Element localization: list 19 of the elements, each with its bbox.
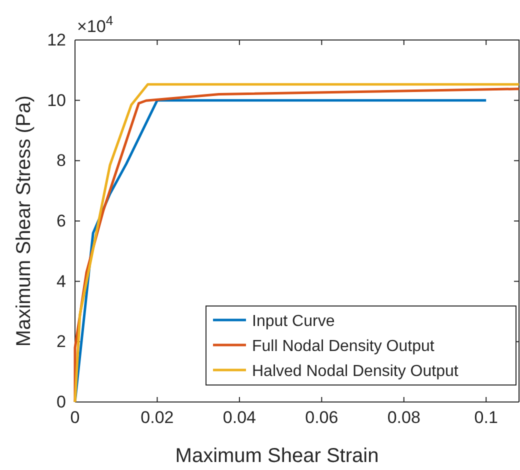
legend-label: Input Curve xyxy=(252,313,335,330)
y-tick-label: 6 xyxy=(56,211,66,230)
y-axis-title: Maximum Shear Stress (Pa) xyxy=(13,95,35,347)
text: ×10$^{4}$ xyxy=(77,12,114,36)
x-tick-label: 0.02 xyxy=(140,408,174,428)
x-axis-title: Maximum Shear Strain xyxy=(175,445,379,467)
y-tick-label: 0 xyxy=(56,392,66,412)
y-tick-label: 8 xyxy=(56,151,66,170)
x-tick-label: 0.08 xyxy=(387,408,420,428)
x-tick-label: 0 xyxy=(70,408,80,428)
x-tick-label: 0.06 xyxy=(305,408,338,428)
legend-label: Halved Nodal Density Output xyxy=(252,363,459,380)
y-tick-label: 12 xyxy=(47,30,66,50)
y-tick-label: 10 xyxy=(47,90,66,110)
x-tick-label: 0.04 xyxy=(222,408,256,428)
x-tick-label: 0.1 xyxy=(474,408,498,428)
legend-label: Full Nodal Density Output xyxy=(252,338,435,355)
y-tick-label: 2 xyxy=(56,332,66,352)
y-tick-label: 4 xyxy=(56,272,66,291)
